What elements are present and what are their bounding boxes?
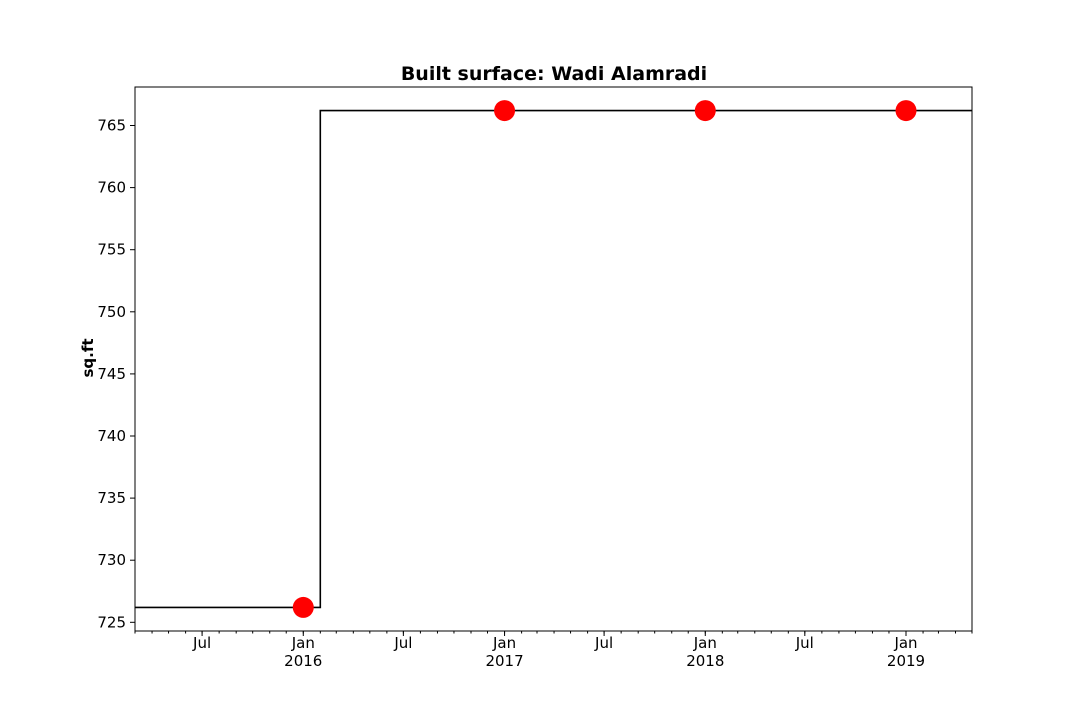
- y-axis-label: sq.ft: [79, 338, 97, 377]
- y-tick-label: 745: [97, 365, 126, 383]
- x-tick-year-label: 2016: [284, 652, 322, 670]
- x-tick-label: Jul: [795, 634, 814, 652]
- x-tick-label: Jan: [693, 634, 717, 652]
- x-tick-label: Jan: [492, 634, 516, 652]
- y-tick-label: 750: [97, 303, 126, 321]
- y-tick-label: 730: [97, 551, 126, 569]
- x-tick-label: Jul: [393, 634, 412, 652]
- x-tick-label: Jan: [893, 634, 917, 652]
- x-tick-label: Jul: [594, 634, 613, 652]
- data-marker: [895, 100, 917, 122]
- x-tick-label: Jul: [192, 634, 211, 652]
- chart-title: Built surface: Wadi Alamradi: [401, 63, 707, 85]
- y-tick-label: 740: [97, 427, 126, 445]
- y-tick-label: 765: [97, 117, 126, 135]
- plot-frame: [134, 86, 973, 632]
- data-marker: [694, 100, 716, 122]
- y-tick-label: 755: [97, 241, 126, 259]
- y-tick-label: 725: [97, 613, 126, 631]
- step-line: [135, 109, 972, 609]
- x-tick-year-label: 2019: [887, 652, 925, 670]
- x-tick-label: Jan: [291, 634, 315, 652]
- data-marker: [494, 100, 516, 122]
- y-tick-label: 760: [97, 179, 126, 197]
- data-marker: [292, 596, 314, 618]
- x-tick-year-label: 2017: [485, 652, 523, 670]
- y-tick-label: 735: [97, 489, 126, 507]
- x-tick-year-label: 2018: [686, 652, 724, 670]
